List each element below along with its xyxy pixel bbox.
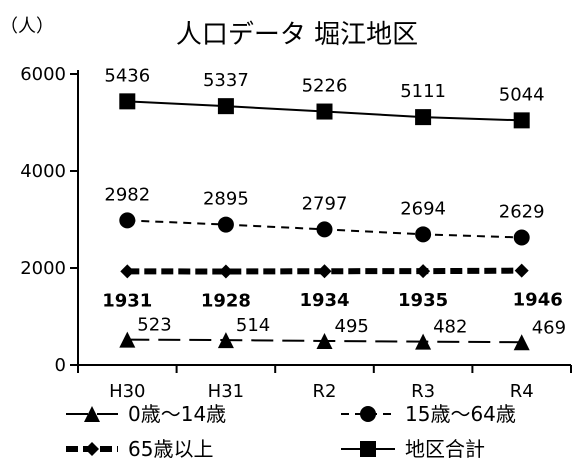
y-tick-label: 2000 xyxy=(20,258,66,279)
data-label: 2982 xyxy=(104,184,150,205)
series-point xyxy=(415,109,432,126)
axis-layer: 0 2000 4000 6000 H30 H31 R2 R3 R4 xyxy=(20,64,572,402)
data-label: 482 xyxy=(433,317,467,338)
data-label: 1931 xyxy=(102,290,152,311)
y-tick-label: 4000 xyxy=(20,161,66,182)
y-tick-label: 0 xyxy=(55,355,66,376)
x-tick-label: H31 xyxy=(208,381,244,402)
series-point xyxy=(217,332,234,349)
series-point xyxy=(316,103,333,120)
data-label: 523 xyxy=(137,315,171,336)
legend-label: 65歳以上 xyxy=(128,437,213,461)
series-point xyxy=(119,93,136,110)
legend-marker xyxy=(360,441,376,457)
series-layer xyxy=(119,93,530,351)
legend: 0歳～14歳 15歳～64歳 65歳以上 地区合計 xyxy=(66,402,516,461)
x-tick-label: R3 xyxy=(411,381,435,402)
series-point xyxy=(416,264,431,279)
chart-title: 人口データ 堀江地区 xyxy=(176,20,418,50)
series-point xyxy=(218,264,233,279)
series-point xyxy=(513,229,530,246)
data-label: 2694 xyxy=(400,198,446,219)
x-tick-label: H30 xyxy=(109,381,145,402)
data-label: 5226 xyxy=(302,76,348,97)
data-label: 2797 xyxy=(302,193,348,214)
legend-label: 15歳～64歳 xyxy=(405,402,516,426)
series-point xyxy=(119,212,136,229)
data-label: 2895 xyxy=(203,189,249,210)
legend-marker xyxy=(360,406,376,422)
series-point xyxy=(513,112,530,129)
series-point xyxy=(316,332,333,349)
legend-marker xyxy=(84,406,100,422)
data-label: 5111 xyxy=(400,81,446,102)
series-point xyxy=(217,216,234,233)
data-label: 514 xyxy=(236,315,270,336)
legend-label: 地区合計 xyxy=(405,437,485,461)
data-label: 5436 xyxy=(104,65,150,86)
data-label: 5044 xyxy=(499,84,545,105)
data-label: 5337 xyxy=(203,70,249,91)
series-point xyxy=(120,264,135,279)
series-point xyxy=(415,333,432,350)
data-label-layer: 523 514 495 482 469 2982 2895 2797 2694 2629 1931 1… xyxy=(102,65,566,338)
series-point xyxy=(217,98,234,115)
x-tick-label: R2 xyxy=(313,381,337,402)
y-tick-label: 6000 xyxy=(20,64,66,85)
data-label: 1934 xyxy=(299,290,349,311)
x-tick-label: R4 xyxy=(510,381,534,402)
data-label: 469 xyxy=(532,317,566,338)
data-label: 1935 xyxy=(398,290,448,311)
data-label: 2629 xyxy=(499,201,545,222)
series-point xyxy=(513,334,530,351)
data-label: 495 xyxy=(335,316,369,337)
legend-marker xyxy=(85,442,99,456)
series-point xyxy=(514,263,529,278)
series-point xyxy=(415,226,432,243)
legend-label: 0歳～14歳 xyxy=(128,402,226,426)
series-point xyxy=(317,264,332,279)
y-axis-unit-label: （人） xyxy=(0,16,54,37)
data-label: 1946 xyxy=(513,290,563,311)
series-point xyxy=(119,331,136,348)
data-label: 1928 xyxy=(201,290,251,311)
series-point xyxy=(316,221,333,238)
